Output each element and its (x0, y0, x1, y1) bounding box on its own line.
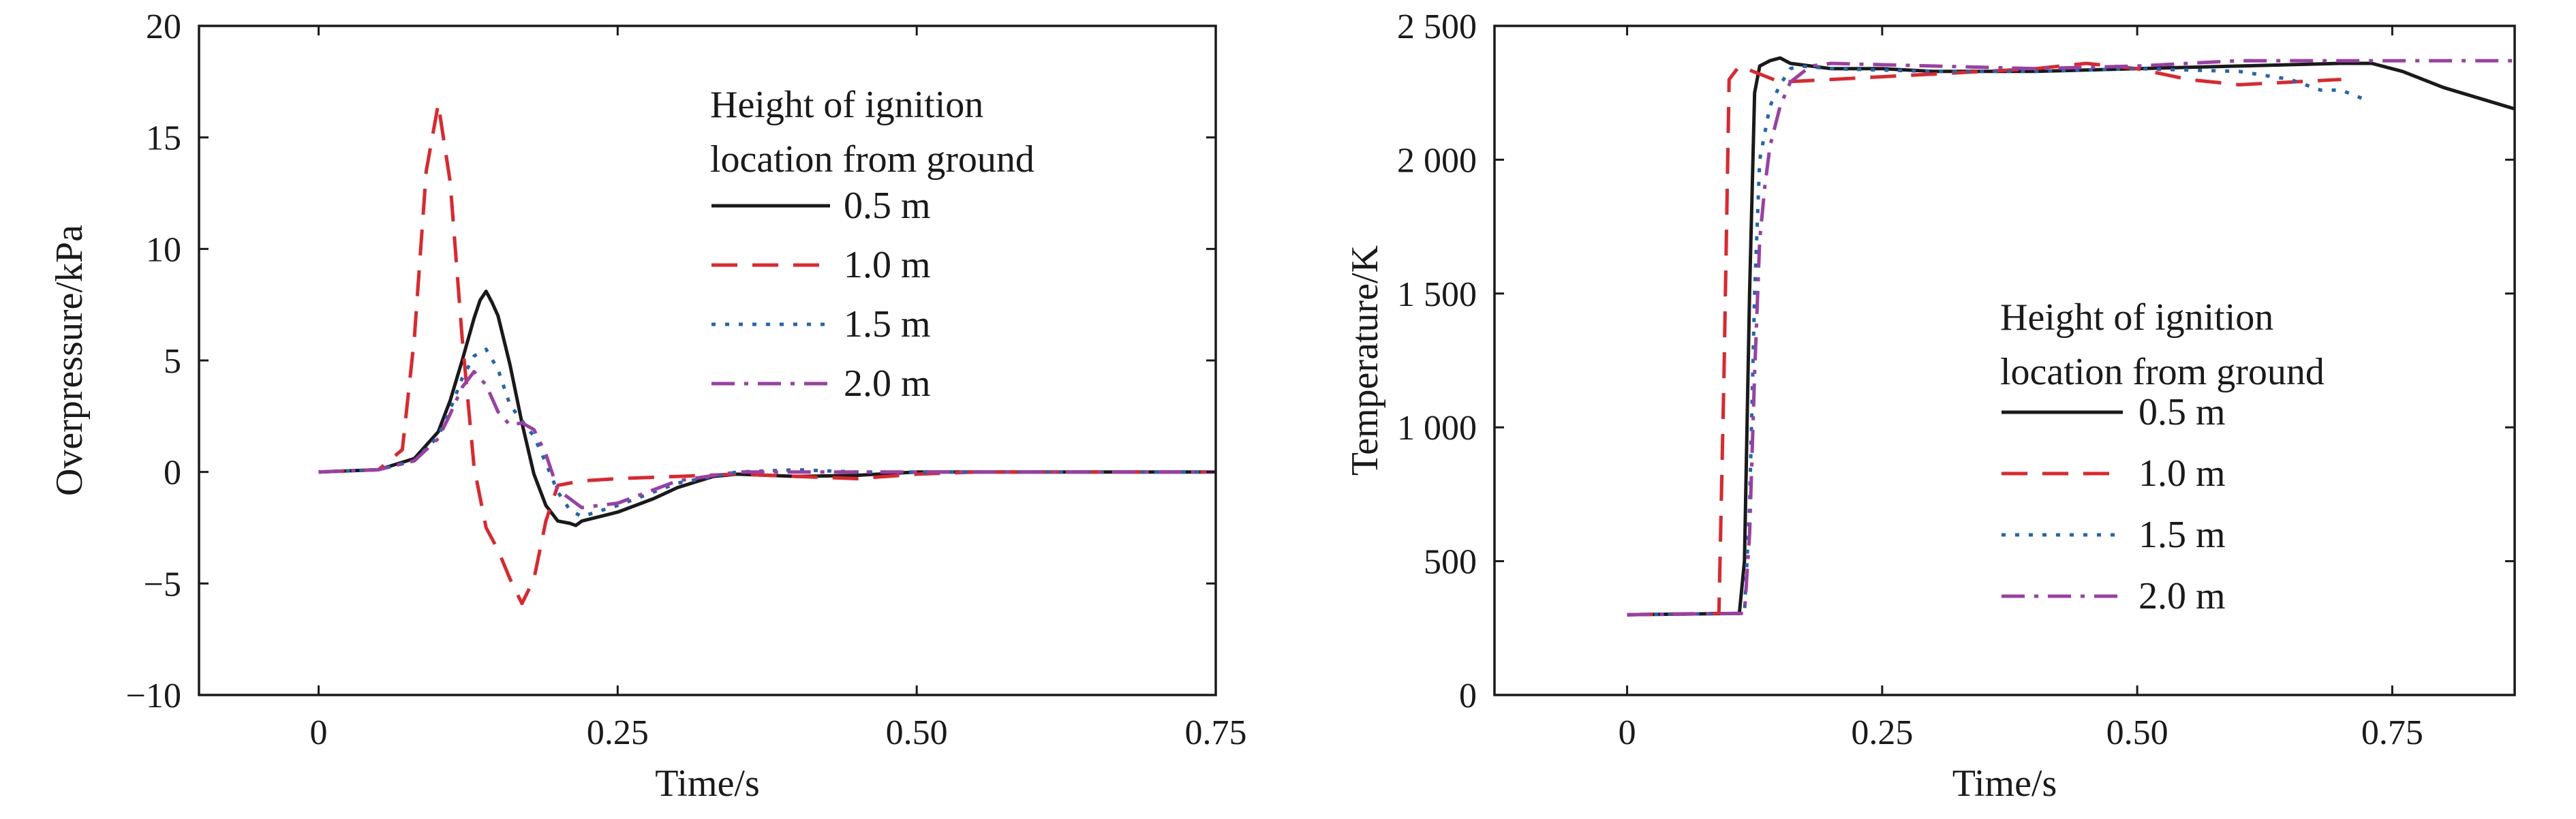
y-tick-label: 0 (164, 454, 181, 493)
y-tick-label: 15 (146, 119, 181, 158)
y-tick-label: 10 (146, 230, 181, 269)
y-axis-label: Temperature/K (1344, 245, 1386, 476)
series-line-2-0-m-m (318, 369, 1216, 510)
x-tick-label: 0.25 (1851, 713, 1913, 752)
x-tick-label: 0 (310, 713, 328, 752)
legend-entry-label: 1.0 m (844, 244, 931, 286)
x-tick-label: 0.50 (2106, 713, 2168, 752)
y-tick-label: 5 (164, 342, 181, 381)
legend-entry-label: 0.5 m (844, 185, 931, 227)
y-tick-label: 2 500 (1397, 7, 1477, 46)
legend-title: location from ground (710, 138, 1034, 181)
legend-entry-label: 1.5 m (844, 303, 931, 345)
y-tick-label: 500 (1424, 543, 1477, 582)
series-line-2-0-m-m (1627, 59, 2515, 617)
x-tick-label: 0.25 (587, 713, 649, 752)
y-tick-label: 1 500 (1397, 275, 1477, 314)
legend-entry-label: 2.0 m (844, 362, 931, 405)
x-tick-label: 0.50 (886, 713, 948, 752)
x-tick-label: 0.75 (2361, 713, 2423, 752)
y-tick-label: −10 (126, 677, 181, 715)
series-group (318, 102, 1216, 606)
overpressure-chart: 0 0.25 0.50 0.75 −10 −5 0 5 10 15 20 Time/s Overpres… (48, 7, 1247, 805)
legend: Height of ignition location from ground0.… (2000, 296, 2325, 617)
series-line-1-5-m-m (1627, 64, 2363, 617)
series-line-1-0-m-m (318, 102, 1216, 606)
temperature-chart: 0 0.25 0.50 0.75 0 500 1 000 1 500 2 000 2 500 Tim… (1344, 7, 2516, 805)
legend-entry-label: 1.5 m (2138, 514, 2226, 556)
plot-frame (198, 25, 1217, 696)
y-tick-label: 1 000 (1397, 409, 1477, 448)
series-line-1-5-m-m (318, 347, 1216, 519)
legend: Height of ignition location from ground0.… (710, 84, 1034, 405)
y-axis-label: Overpressure/kPa (48, 225, 91, 496)
legend-title: Height of ignition (2000, 296, 2273, 339)
x-tick-label: 0.75 (1185, 713, 1247, 752)
y-tick-label: 20 (146, 7, 181, 46)
series-group (1627, 56, 2515, 617)
x-tick-label: 0 (1619, 713, 1636, 752)
series-line-1-0-m-m (1627, 61, 2342, 617)
legend-entry-label: 2.0 m (2138, 575, 2226, 617)
y-tick-label: 2 000 (1397, 141, 1477, 180)
x-axis-label: Time/s (655, 762, 760, 805)
legend-title: location from ground (2000, 351, 2325, 393)
legend-title: Height of ignition (710, 84, 983, 126)
y-tick-label: 0 (1459, 677, 1477, 715)
legend-entry-label: 1.0 m (2138, 452, 2226, 495)
y-tick-label: −5 (144, 565, 181, 604)
legend-entry-label: 0.5 m (2138, 391, 2226, 433)
series-line-0-5-m-m (318, 290, 1216, 527)
x-axis-label: Time/s (1952, 762, 2057, 805)
plot-frame (1493, 25, 2516, 696)
